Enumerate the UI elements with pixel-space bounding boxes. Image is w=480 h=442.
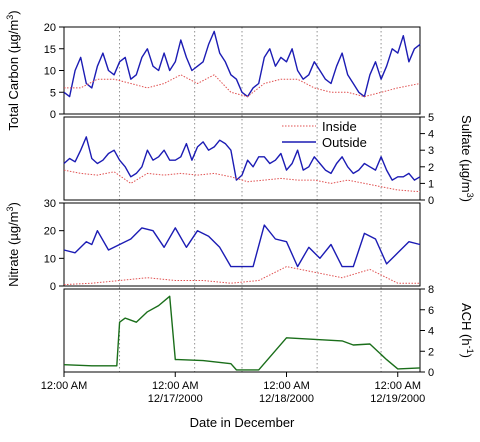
ytick-label-sulfate-2: 2: [428, 162, 434, 174]
legend-label-outside: Outside: [322, 135, 367, 150]
series-ach-ach: [63, 295, 421, 371]
ytick-label-nitrate-0: 0: [50, 281, 56, 293]
xtick-label-time-3: 12:00 AM: [375, 380, 421, 392]
ylabel-total-carbon: Total Carbon (µg/m3): [5, 10, 21, 130]
ytick-label-ach-1: 2: [428, 346, 434, 358]
series-nitrate-inside: [63, 266, 420, 286]
xtick-label-time-2: 12:00 AM: [263, 380, 309, 392]
ytick-label-nitrate-1: 10: [44, 253, 56, 265]
ytick-label-sulfate-0: 0: [428, 195, 434, 207]
xtick-label-time-1: 12:00 AM: [152, 380, 198, 392]
ytick-label-total-carbon-1: 5: [50, 87, 56, 99]
xaxis-label: Date in December: [190, 415, 295, 430]
ytick-label-nitrate-3: 30: [44, 198, 56, 210]
xtick-label-time-0: 12:00 AM: [41, 380, 87, 392]
ytick-label-sulfate-3: 3: [428, 145, 434, 157]
ylabel-nitrate: Nitrate (µg/m3): [5, 202, 21, 287]
ytick-label-ach-0: 0: [428, 367, 434, 379]
series-nitrate-outside: [63, 224, 421, 268]
ylabel-ach: ACH (h-1): [459, 303, 475, 358]
ytick-label-ach-3: 6: [428, 305, 434, 317]
ytick-label-total-carbon-3: 15: [44, 44, 56, 56]
series-total-carbon-inside: [64, 74, 421, 98]
xtick-label-date-3: 12/19/2000: [370, 393, 425, 405]
ytick-label-nitrate-2: 20: [44, 226, 56, 238]
series-total-carbon-outside: [63, 30, 421, 98]
ytick-label-ach-4: 8: [428, 284, 434, 296]
series-sulfate-outside: [63, 136, 421, 181]
panel-frame-sulfate: [63, 116, 421, 201]
ytick-label-sulfate-5: 5: [428, 112, 434, 124]
xtick-label-date-1: 12/17/2000: [148, 393, 203, 405]
ytick-label-sulfate-4: 4: [428, 129, 434, 141]
ytick-label-total-carbon-2: 10: [44, 66, 56, 78]
xtick-label-date-2: 12/18/2000: [259, 393, 314, 405]
ytick-label-ach-2: 4: [428, 326, 434, 338]
series-sulfate-inside: [63, 169, 421, 193]
ytick-label-total-carbon-0: 0: [50, 109, 56, 121]
ytick-label-sulfate-1: 1: [428, 178, 434, 190]
legend-label-inside: Inside: [322, 119, 357, 134]
ylabel-sulfate: Sulfate (µg/m3): [459, 115, 475, 202]
ytick-label-total-carbon-4: 20: [44, 22, 56, 34]
